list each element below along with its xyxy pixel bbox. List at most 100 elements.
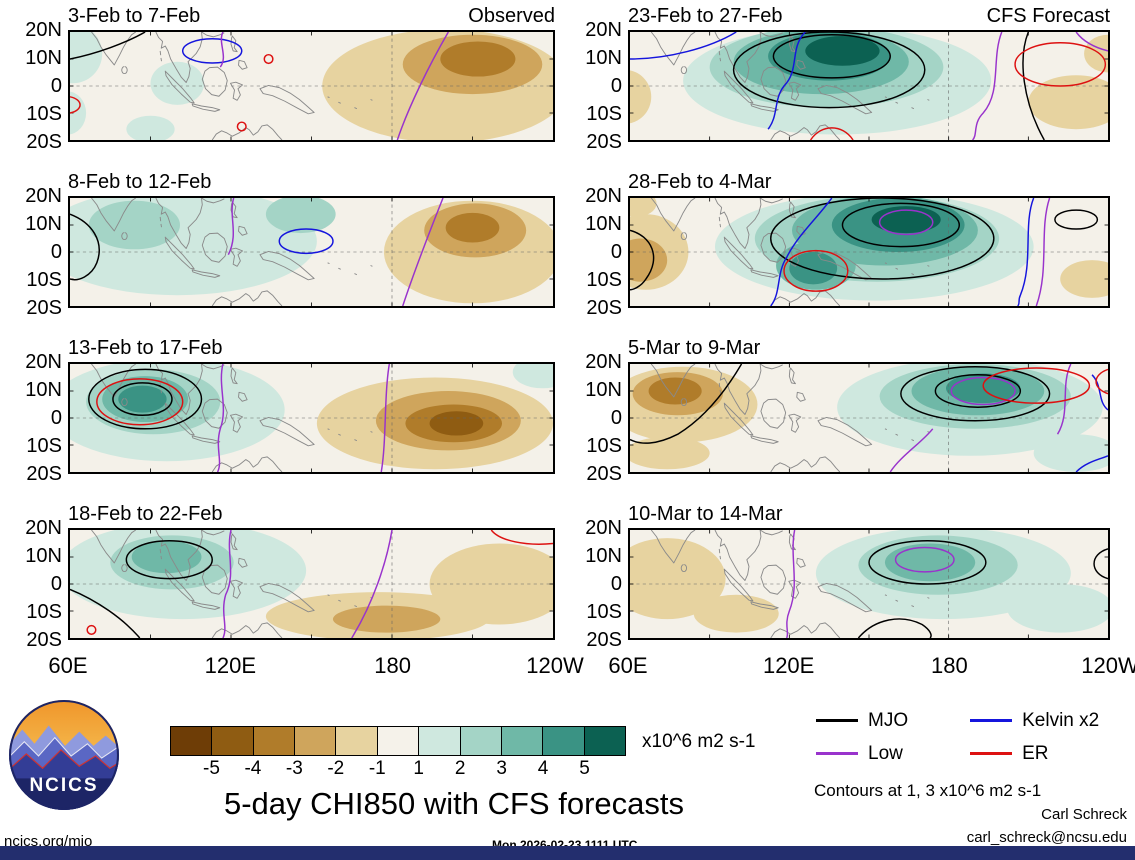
contour-mjo bbox=[857, 618, 932, 638]
contour-low bbox=[950, 376, 1016, 406]
panel-date-range: 23-Feb to 27-Feb bbox=[628, 5, 783, 27]
y-tick-label: 20N bbox=[585, 185, 622, 207]
x-tick-label: 60E bbox=[48, 653, 88, 678]
legend-item: MJO bbox=[816, 704, 908, 737]
contour-mjo bbox=[112, 382, 173, 417]
y-tick-label: 20N bbox=[585, 19, 622, 41]
colorbar-cell bbox=[336, 727, 378, 755]
panel-map-svg bbox=[70, 198, 553, 306]
colorbar-tick-label: -3 bbox=[285, 758, 303, 779]
contour-low bbox=[222, 530, 232, 638]
contour-er bbox=[86, 624, 97, 635]
contour-mjo bbox=[630, 364, 743, 444]
colorbar-cell bbox=[171, 727, 213, 755]
panel-title: 28-Feb to 4-Mar bbox=[628, 170, 1110, 194]
contour-mjo bbox=[1093, 548, 1108, 580]
panel-title: 23-Feb to 27-Feb CFS Forecast bbox=[628, 4, 1110, 28]
contours-note: Contours at 1, 3 x10^6 m2 s-1 bbox=[814, 781, 1042, 800]
contour-mjo bbox=[900, 365, 1051, 422]
panel-title: 3-Feb to 7-Feb Observed bbox=[68, 4, 555, 28]
panel-date-range: 8-Feb to 12-Feb bbox=[68, 171, 212, 193]
panel-title: 8-Feb to 12-Feb bbox=[68, 170, 555, 194]
colorbar-tick-label: 2 bbox=[454, 758, 466, 779]
y-tick-label: 20S bbox=[26, 297, 62, 319]
map-panel bbox=[628, 30, 1110, 142]
contour-low bbox=[894, 546, 955, 573]
coastline bbox=[91, 198, 373, 306]
anomaly-blob bbox=[630, 70, 652, 124]
contour-low bbox=[396, 32, 449, 140]
panel-date-range: 3-Feb to 7-Feb bbox=[68, 5, 201, 27]
anomaly-blob bbox=[1028, 75, 1108, 130]
anomaly-blob bbox=[512, 364, 553, 389]
contour-mjo bbox=[1022, 32, 1045, 140]
contour-er bbox=[490, 530, 553, 545]
y-tick-label: 20S bbox=[26, 629, 62, 651]
anomaly-blob bbox=[630, 436, 710, 470]
panel-date-range: 13-Feb to 17-Feb bbox=[68, 337, 223, 359]
map-panel bbox=[68, 196, 555, 308]
figure-title: 5-day CHI850 with CFS forecasts bbox=[223, 786, 684, 821]
y-tick-label: 20S bbox=[26, 463, 62, 485]
panel-date-range: 10-Mar to 14-Mar bbox=[628, 503, 783, 525]
contour-kelvin bbox=[278, 228, 334, 255]
anomaly-blob bbox=[630, 238, 668, 282]
anomaly-blob bbox=[70, 32, 103, 84]
credit-name: Carl Schreck bbox=[1041, 806, 1127, 823]
y-tick-label: 10N bbox=[585, 213, 622, 235]
colorbar-tick-label: -4 bbox=[244, 758, 262, 779]
contour-mjo bbox=[630, 229, 655, 291]
contour-low bbox=[216, 364, 225, 472]
y-tick-label: 10N bbox=[585, 545, 622, 567]
y-tick-label: 10S bbox=[586, 269, 622, 291]
colorbar-cell bbox=[295, 727, 337, 755]
anomaly-blob bbox=[429, 411, 484, 436]
contour-low bbox=[971, 32, 1003, 140]
x-tick-label: 60E bbox=[608, 653, 648, 678]
legend-item: ER bbox=[970, 737, 1099, 770]
colorbar-tick-label: 5 bbox=[579, 758, 590, 779]
anomaly-blob bbox=[630, 538, 726, 620]
x-tick-label: 120W bbox=[526, 653, 584, 678]
legend-item: Kelvin x2 bbox=[970, 704, 1099, 737]
x-tick-label: 180 bbox=[374, 653, 412, 678]
contour-mjo bbox=[770, 198, 995, 280]
y-tick-label: 0 bbox=[50, 75, 62, 97]
legend-label: ER bbox=[1022, 742, 1049, 764]
panel-map-svg bbox=[70, 530, 553, 638]
anomaly-blob bbox=[88, 200, 181, 250]
panel-title: 5-Mar to 9-Mar bbox=[628, 336, 1110, 360]
map-panel bbox=[628, 528, 1110, 640]
y-tick-label: 10N bbox=[25, 379, 62, 401]
anomaly-blob bbox=[70, 91, 87, 135]
contour-low bbox=[878, 209, 934, 236]
legend: MJO Low Kelvin x2 ER bbox=[816, 704, 1099, 770]
anomaly-blob bbox=[693, 594, 779, 633]
colorbar-cell bbox=[253, 727, 296, 755]
x-tick-label: 180 bbox=[930, 653, 968, 678]
legend-line-swatch bbox=[970, 719, 1013, 722]
contour-mjo bbox=[868, 540, 987, 585]
colorbar-tick-label: 1 bbox=[413, 758, 425, 779]
colorbar bbox=[170, 726, 626, 756]
y-tick-label: 0 bbox=[610, 573, 622, 595]
y-tick-label: 0 bbox=[50, 241, 62, 263]
y-tick-label: 10N bbox=[25, 213, 62, 235]
y-tick-label: 0 bbox=[610, 241, 622, 263]
contour-mjo bbox=[88, 368, 203, 430]
y-tick-label: 10S bbox=[26, 435, 62, 457]
coastline bbox=[650, 364, 930, 472]
contour-kelvin bbox=[767, 32, 806, 130]
y-tick-label: 20N bbox=[585, 517, 622, 539]
colorbar-cell bbox=[377, 727, 420, 755]
contour-er bbox=[236, 121, 247, 132]
legend-line-swatch bbox=[816, 719, 858, 722]
contour-mjo bbox=[772, 33, 891, 79]
panel-map-svg bbox=[630, 32, 1108, 140]
anomaly-blob bbox=[630, 198, 657, 217]
contour-mjo bbox=[1054, 209, 1099, 230]
panel-map-svg bbox=[70, 32, 553, 140]
y-tick-label: 10S bbox=[586, 435, 622, 457]
colorbar-tick-label: 3 bbox=[496, 758, 507, 779]
contour-er bbox=[1014, 42, 1107, 87]
